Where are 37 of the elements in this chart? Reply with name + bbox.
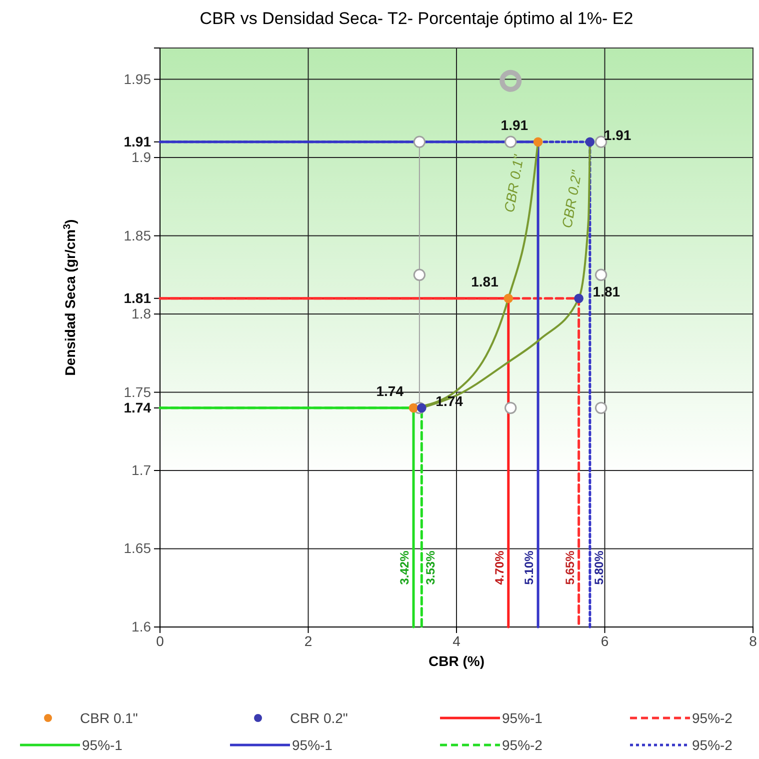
x-tick-label: 8	[749, 632, 758, 649]
y-tick-label: 1.75	[124, 384, 152, 400]
legend-label: 95%-1	[82, 737, 123, 753]
chart-title: CBR vs Densidad Seca- T2- Porcentaje óptimo al 1%- E2	[200, 9, 634, 28]
y-tick-label: 1.81	[124, 290, 152, 306]
y-tick-label: 1.6	[132, 618, 152, 634]
legend-label: 95%-2	[692, 710, 733, 726]
annotation: 4.70%	[492, 550, 506, 585]
data-label: 1.91	[500, 116, 528, 133]
y-tick-label: 1.7	[132, 462, 152, 478]
legend-label: CBR 0.1"	[80, 710, 138, 726]
annotation: CBR 0.2"	[558, 168, 585, 230]
legend-label: CBR 0.2"	[290, 710, 348, 726]
y-tick-label: 1.8	[132, 306, 152, 322]
y-tick-label: 1.65	[124, 540, 152, 556]
legend-label: 95%-2	[692, 737, 733, 753]
x-tick-label: 6	[600, 632, 609, 649]
legend-label: 95%-1	[502, 710, 543, 726]
legend-label: 95%-1	[292, 737, 333, 753]
y-tick-label: 1.74	[124, 399, 152, 416]
y-tick-label: 1.85	[124, 227, 152, 244]
y-tick-label: 1.9	[132, 149, 152, 166]
annotation: 3.42%	[398, 550, 412, 585]
annotation: 5.10%	[522, 550, 536, 585]
data-label: 1.91	[604, 126, 632, 143]
annotation: 5.65%	[562, 550, 577, 585]
x-tick-label: 2	[304, 632, 312, 649]
annotation: 5.80%	[592, 550, 606, 585]
y-tick-label: 1.95	[124, 70, 152, 87]
data-label: 1.81	[471, 273, 499, 290]
annotation: CBR 0.1"	[500, 152, 527, 214]
annotation: 3.53%	[424, 550, 438, 585]
x-axis-title: CBR (%)	[428, 653, 484, 669]
y-tick-label: 1.91	[124, 133, 152, 150]
x-tick-label: 4	[452, 632, 461, 649]
legend-label: 95%-2	[502, 737, 543, 753]
x-tick-label: 0	[156, 632, 164, 649]
